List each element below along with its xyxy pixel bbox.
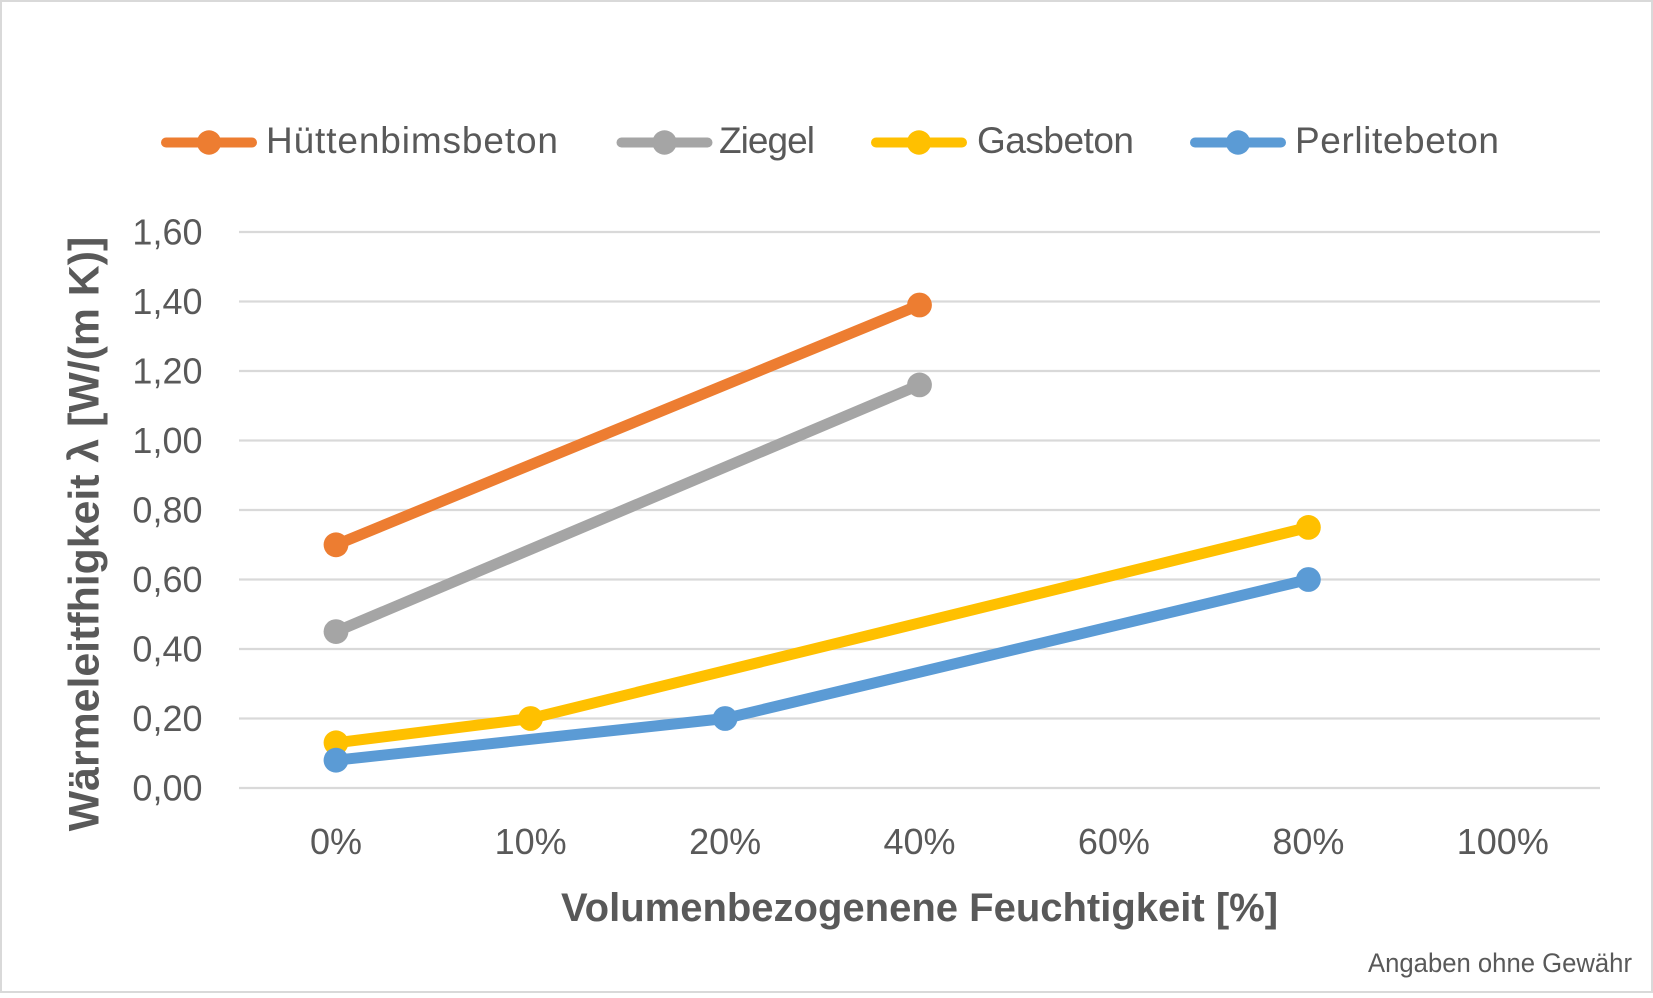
svg-text:20%: 20%: [689, 821, 761, 862]
svg-text:0,60: 0,60: [132, 559, 202, 600]
svg-text:Ziegel: Ziegel: [719, 120, 815, 161]
svg-text:40%: 40%: [883, 821, 955, 862]
svg-text:0,00: 0,00: [132, 768, 202, 809]
svg-text:1,60: 1,60: [132, 212, 202, 253]
svg-text:Gasbeton: Gasbeton: [977, 120, 1134, 161]
svg-text:80%: 80%: [1272, 821, 1344, 862]
svg-text:Wärmeleitfhigkeit λ [W/(m K)]: Wärmeleitfhigkeit λ [W/(m K)]: [61, 237, 109, 831]
svg-text:Perlitebeton: Perlitebeton: [1295, 120, 1499, 161]
svg-text:0,40: 0,40: [132, 629, 202, 670]
svg-text:60%: 60%: [1078, 821, 1150, 862]
svg-text:Hüttenbimsbeton: Hüttenbimsbeton: [266, 120, 558, 161]
svg-text:0,20: 0,20: [132, 698, 202, 739]
svg-text:100%: 100%: [1457, 821, 1549, 862]
svg-text:0%: 0%: [310, 821, 362, 862]
svg-text:Angaben ohne Gewähr: Angaben ohne Gewähr: [1368, 948, 1632, 978]
svg-text:1,00: 1,00: [132, 420, 202, 461]
svg-text:0,80: 0,80: [132, 490, 202, 531]
svg-text:1,20: 1,20: [132, 351, 202, 392]
svg-text:Volumenbezogenene Feuchtigkeit: Volumenbezogenene Feuchtigkeit [%]: [561, 886, 1278, 930]
svg-text:1,40: 1,40: [132, 281, 202, 322]
svg-text:10%: 10%: [495, 821, 567, 862]
